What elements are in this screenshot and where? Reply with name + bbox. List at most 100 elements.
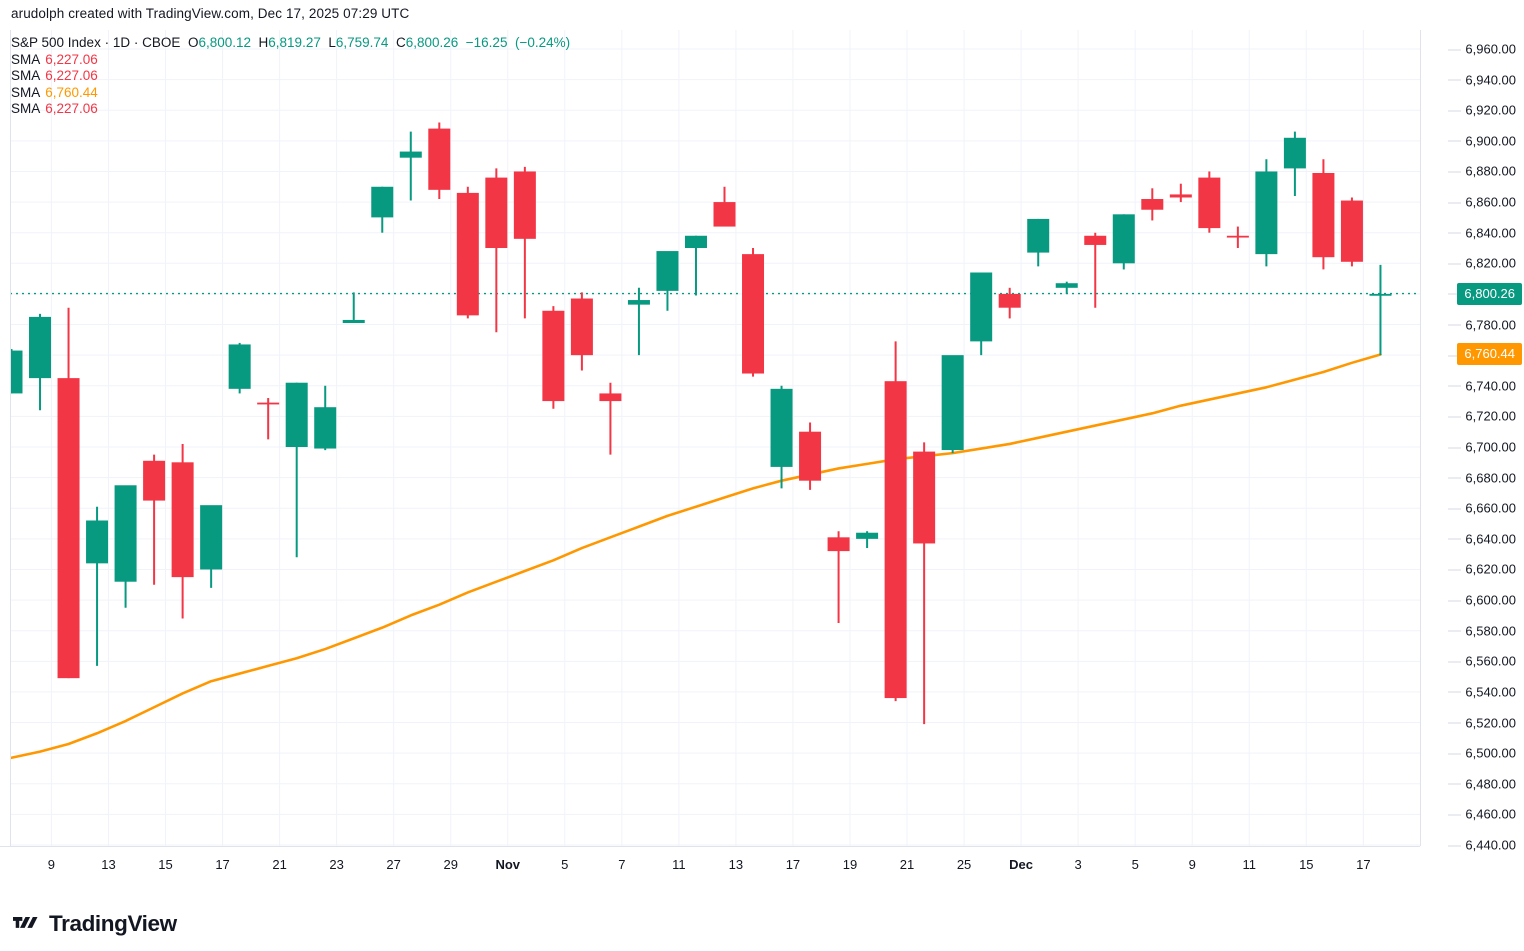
time-axis-label: 27 <box>386 857 401 872</box>
candle-body <box>599 393 622 402</box>
time-axis-label: 25 <box>956 857 972 872</box>
tradingview-logo-icon <box>13 915 41 933</box>
price-axis-label: 6,960.00 <box>1448 42 1516 57</box>
price-axis-label: 6,560.00 <box>1448 654 1516 669</box>
price-axis-label: 6,880.00 <box>1448 164 1516 179</box>
time-axis-label: 15 <box>1299 857 1314 872</box>
candle-body <box>513 171 536 239</box>
time-axis-label: 17 <box>215 857 230 872</box>
candlestick <box>342 292 365 324</box>
candle-body <box>970 272 993 342</box>
last-price-badge[interactable]: 6,800.26 <box>1457 282 1522 305</box>
candlestick <box>485 168 508 333</box>
price-axis-label: 6,540.00 <box>1448 684 1516 699</box>
candlestick <box>627 287 650 356</box>
legend-indicator-row[interactable]: SMA 6,227.06 <box>11 68 570 85</box>
candlestick <box>599 382 622 455</box>
time-axis-label: 9 <box>47 857 56 872</box>
candlestick <box>513 166 536 319</box>
price-axis-label: 6,860.00 <box>1448 195 1516 210</box>
legend-indicator-value: 6,760.44 <box>45 84 98 100</box>
price-axis-label: 6,500.00 <box>1448 746 1516 761</box>
legend-high-key: H <box>258 35 269 50</box>
candle-body <box>627 300 650 305</box>
candle-body <box>1340 200 1363 262</box>
candlestick <box>1226 226 1249 249</box>
legend-symbol[interactable]: S&P 500 Index <box>11 35 101 50</box>
candlestick <box>143 454 166 585</box>
time-axis-label: 21 <box>272 857 287 872</box>
price-axis-label: 6,940.00 <box>1448 72 1516 87</box>
candlestick <box>1027 218 1050 267</box>
price-plot[interactable] <box>10 30 1420 846</box>
candle-body <box>143 460 166 501</box>
candlestick <box>856 531 879 549</box>
legend-separator-2: · <box>133 35 139 50</box>
candle-body <box>86 520 109 564</box>
legend-indicator-value: 6,227.06 <box>45 68 98 83</box>
time-axis-label: 29 <box>443 857 458 872</box>
time-axis-label: 17 <box>785 857 801 872</box>
candle-body <box>656 251 679 291</box>
legend-indicator-list: SMA 6,227.06 SMA 6,227.06 SMA 6,760.44 SMA 6,22… <box>11 52 570 118</box>
legend-open-value: 6,800.12 <box>198 35 252 50</box>
time-axis-label: 3 <box>1074 857 1082 872</box>
price-axis-label: 6,440.00 <box>1448 838 1516 853</box>
legend-low-value: 6,759.74 <box>335 35 389 50</box>
candlestick <box>10 349 23 394</box>
candlestick <box>1112 214 1135 270</box>
candle-body <box>285 382 308 448</box>
price-axis-label: 6,520.00 <box>1448 715 1516 730</box>
time-axis-label: 13 <box>728 857 744 872</box>
legend-indicator-name: SMA <box>11 101 41 116</box>
price-axis-label: 6,780.00 <box>1448 317 1516 332</box>
candle-body <box>1084 235 1107 245</box>
candle-body <box>913 451 936 544</box>
candlestick <box>428 122 451 200</box>
time-axis-label: 11 <box>1242 857 1257 872</box>
time-axis-label: 17 <box>1356 857 1371 872</box>
price-axis-label: 6,660.00 <box>1448 501 1516 516</box>
price-axis-label: 6,720.00 <box>1448 409 1516 424</box>
candle-body <box>399 151 422 158</box>
candle-body <box>428 128 451 190</box>
candlestick <box>114 485 137 608</box>
candlestick <box>913 442 936 725</box>
candlestick <box>57 307 80 679</box>
candle-body <box>1055 283 1078 288</box>
candlestick <box>713 186 736 227</box>
candlestick <box>970 272 993 356</box>
candle-body <box>228 344 251 389</box>
time-axis-label: 23 <box>329 857 344 872</box>
candle-body <box>770 388 793 467</box>
legend-interval[interactable]: 1D <box>112 35 131 50</box>
price-axis-label: 6,620.00 <box>1448 562 1516 577</box>
candlestick <box>314 385 337 451</box>
candle-body <box>1283 137 1306 169</box>
time-axis-label: 13 <box>101 857 116 872</box>
candle-body <box>1369 293 1392 296</box>
candle-body <box>371 186 394 218</box>
legend-indicator-row[interactable]: SMA 6,760.44 <box>11 85 570 102</box>
candle-body <box>200 505 223 570</box>
legend-indicator-row[interactable]: SMA 6,227.06 <box>11 52 570 69</box>
time-axis-label: 11 <box>672 857 686 872</box>
legend-indicator-row[interactable]: SMA 6,227.06 <box>11 101 570 118</box>
candlestick <box>29 313 52 411</box>
plot-left-border <box>10 30 11 846</box>
candlestick <box>1312 159 1335 270</box>
chart-area[interactable]: 6,960.00 6,940.00 6,920.00 6,900.00 6,880.00… <box>0 30 1524 872</box>
price-scale-axis[interactable]: 6,960.00 6,940.00 6,920.00 6,900.00 6,880.00… <box>1420 30 1524 853</box>
candle-body <box>742 254 765 374</box>
tradingview-wordmark: TradingView <box>49 911 177 936</box>
candle-body <box>856 532 879 539</box>
candlestick <box>998 287 1021 319</box>
attribution-text: arudolph created with TradingView.com, D… <box>11 6 410 21</box>
time-scale-axis[interactable]: 9 13 15 17 21 23 27 29 Nov 5 7 11 13 17 19 21 25 Dec 3 5 9 11… <box>0 846 1420 882</box>
candle-body <box>998 293 1021 308</box>
candlestick <box>656 251 679 311</box>
candle-body <box>542 310 565 402</box>
price-axis-label: 6,580.00 <box>1448 623 1516 638</box>
sma-price-badge[interactable]: 6,760.44 <box>1457 343 1522 366</box>
candlestick <box>285 382 308 558</box>
